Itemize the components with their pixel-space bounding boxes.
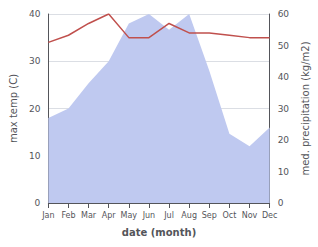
svg-text:Jun: Jun: [142, 211, 156, 220]
svg-text:0: 0: [278, 198, 284, 208]
svg-text:Dec: Dec: [262, 211, 277, 220]
svg-text:Sep: Sep: [202, 211, 217, 220]
svg-text:Oct: Oct: [222, 211, 236, 220]
svg-text:med. precipitation (kg/m2): med. precipitation (kg/m2): [300, 41, 311, 175]
svg-text:Jul: Jul: [163, 211, 174, 220]
svg-text:0: 0: [35, 198, 41, 208]
svg-text:20: 20: [29, 104, 41, 114]
svg-text:Apr: Apr: [102, 211, 117, 220]
svg-text:10: 10: [29, 151, 41, 161]
svg-text:30: 30: [278, 104, 290, 114]
svg-text:50: 50: [278, 41, 290, 51]
svg-text:Aug: Aug: [181, 211, 197, 220]
svg-text:60: 60: [278, 9, 290, 19]
svg-text:40: 40: [29, 9, 41, 19]
svg-text:Jan: Jan: [41, 211, 54, 220]
svg-text:max temp (C): max temp (C): [8, 74, 19, 143]
svg-text:20: 20: [278, 135, 290, 145]
svg-text:Mar: Mar: [81, 211, 97, 220]
svg-text:Nov: Nov: [242, 211, 258, 220]
svg-text:30: 30: [29, 56, 41, 66]
svg-text:date (month): date (month): [122, 227, 196, 238]
svg-text:May: May: [121, 211, 138, 220]
svg-text:10: 10: [278, 167, 290, 177]
svg-text:Feb: Feb: [61, 211, 75, 220]
svg-text:40: 40: [278, 72, 290, 82]
